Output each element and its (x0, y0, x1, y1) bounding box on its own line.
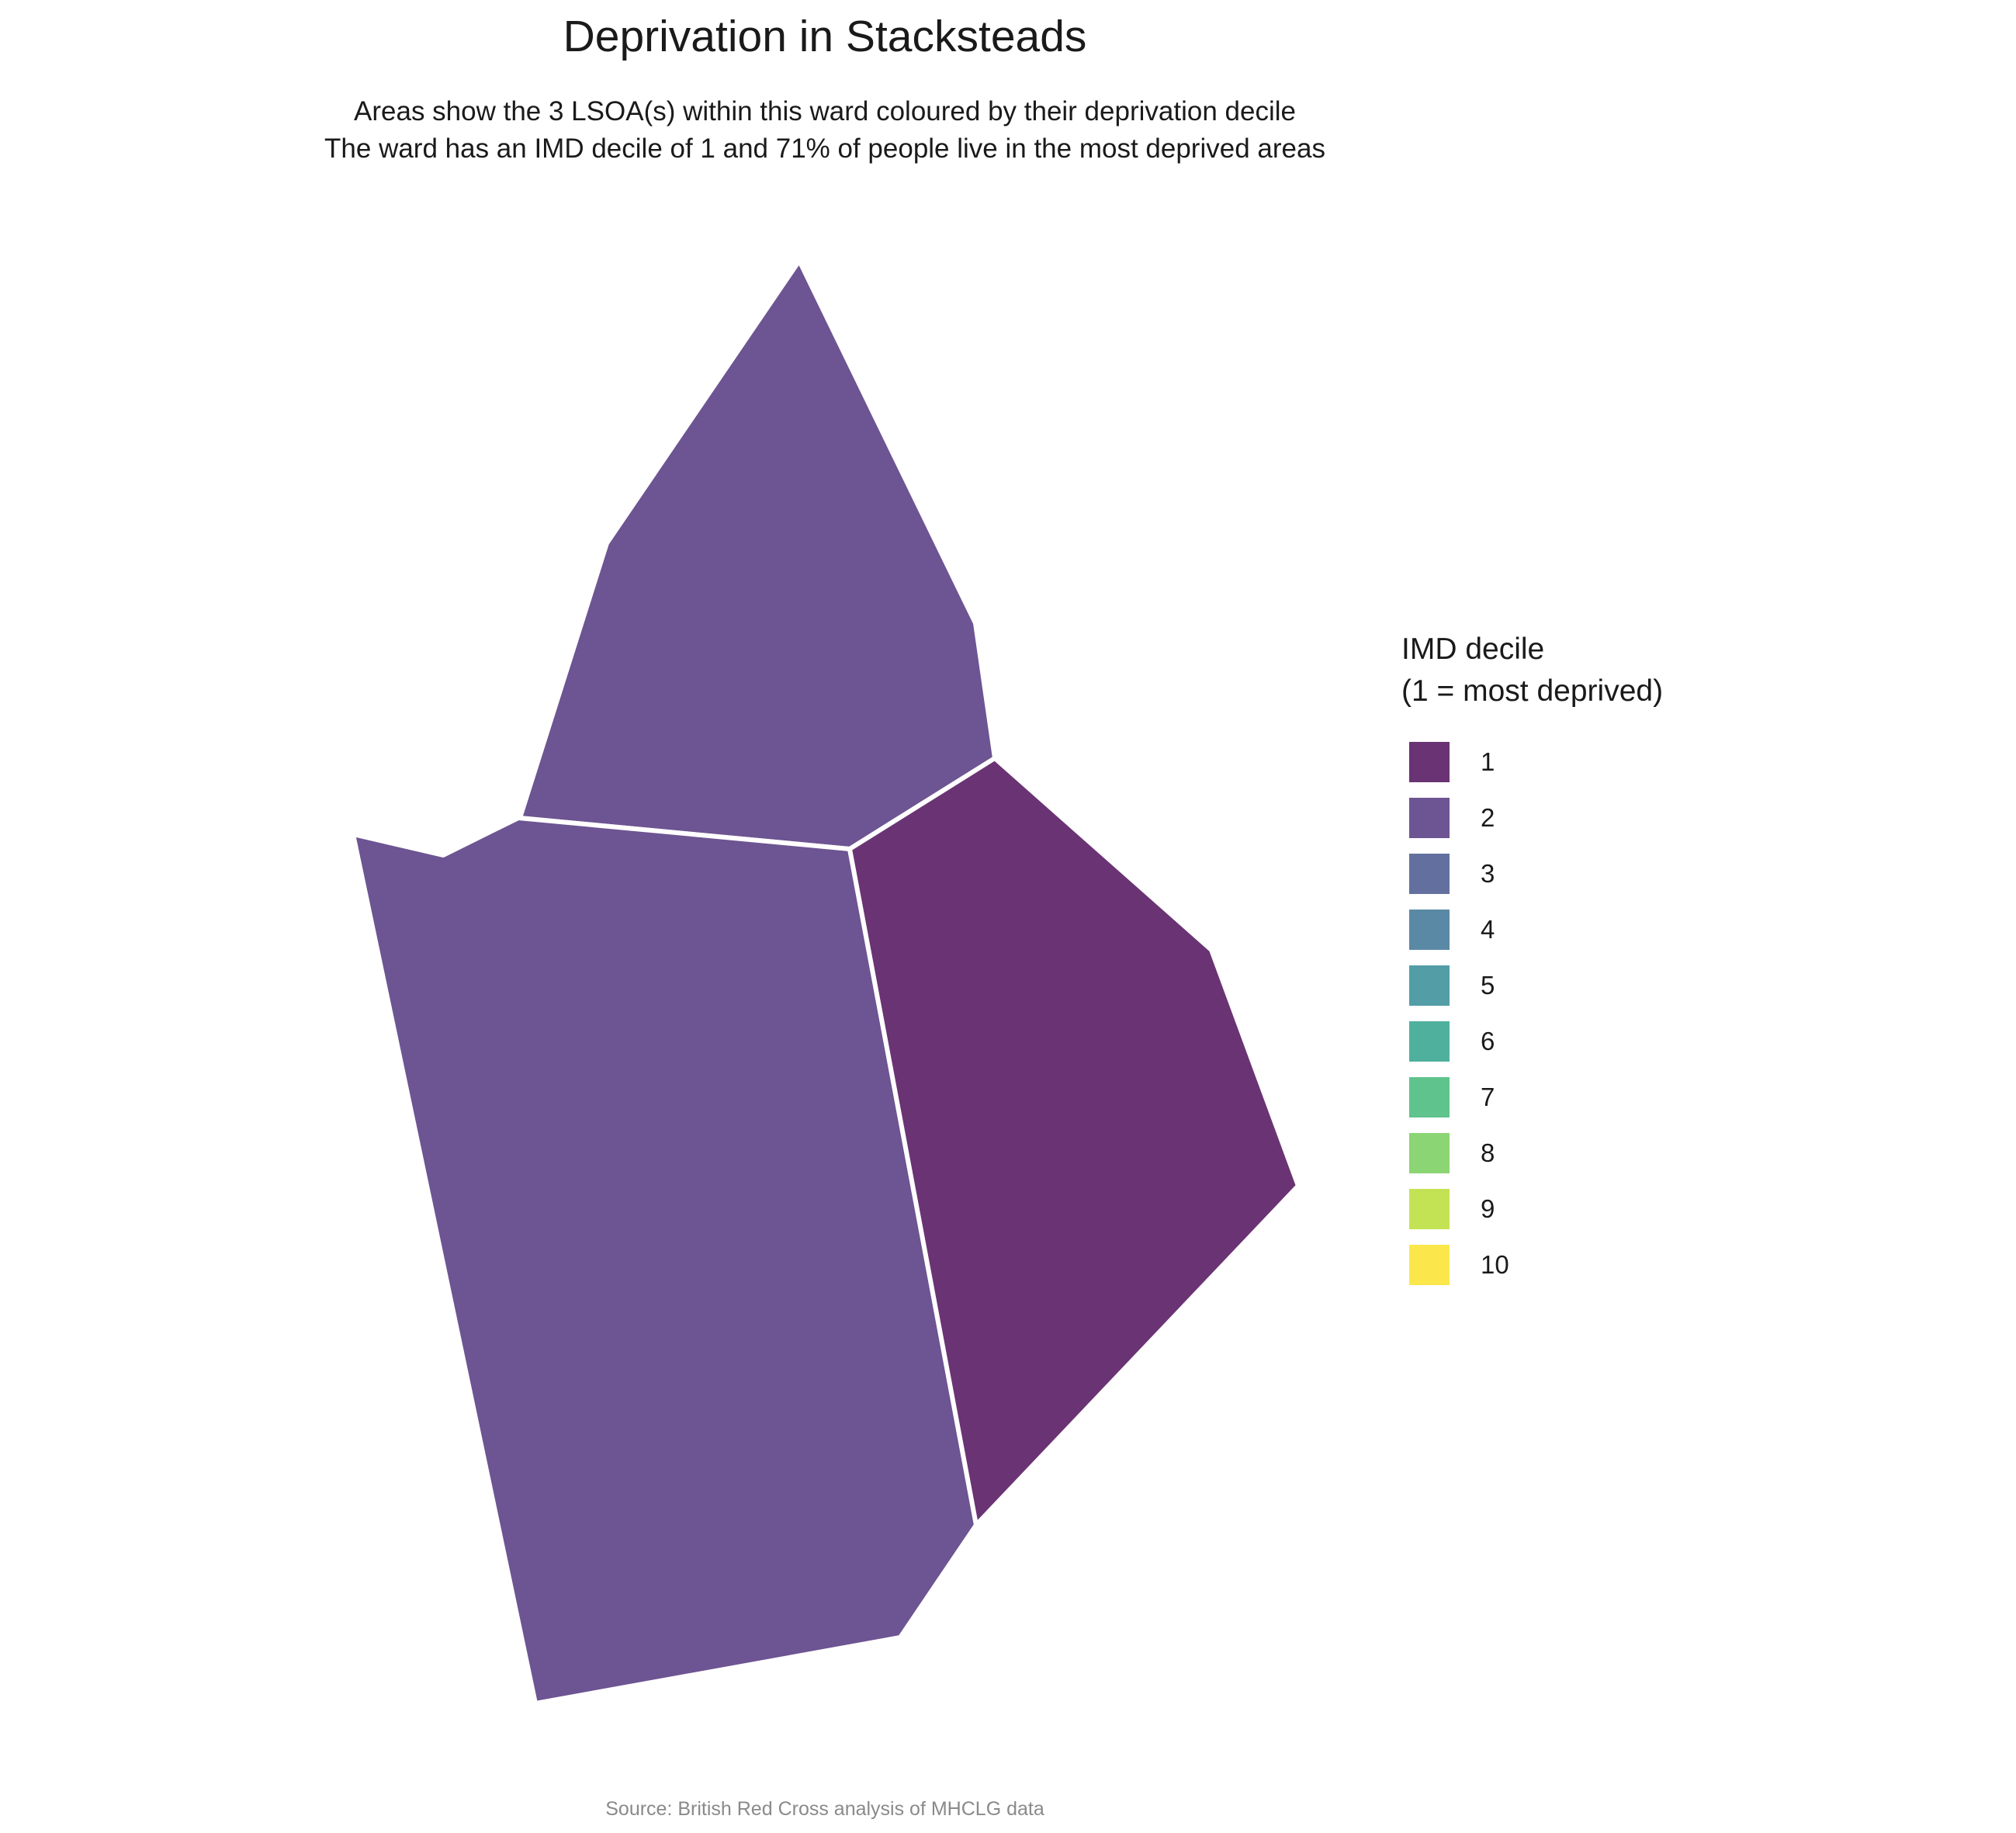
chart-subtitle: Areas show the 3 LSOA(s) within this war… (0, 93, 1650, 168)
legend-item-8: 8 (1401, 1125, 1663, 1181)
legend-label-6: 6 (1481, 1027, 1495, 1055)
lsoa-area-north[interactable] (518, 258, 997, 851)
legend-label-4: 4 (1481, 915, 1495, 944)
legend-item-2: 2 (1401, 790, 1663, 846)
legend-swatch-5 (1409, 965, 1450, 1006)
legend-item-7: 7 (1401, 1069, 1663, 1125)
lsoa-area-east[interactable] (847, 756, 1301, 1527)
legend-swatch-2 (1409, 798, 1450, 838)
legend-items: 1 2 3 4 5 6 7 8 9 10 (1401, 734, 1663, 1293)
legend-item-6: 6 (1401, 1014, 1663, 1069)
legend-label-1: 1 (1481, 747, 1495, 776)
legend-label-9: 9 (1481, 1194, 1495, 1223)
legend-swatch-9 (1409, 1189, 1450, 1229)
legend-title: IMD decile (1 = most deprived) (1401, 629, 1663, 712)
legend-item-10: 10 (1401, 1237, 1663, 1293)
legend-swatch-6 (1409, 1021, 1450, 1062)
legend-label-5: 5 (1481, 971, 1495, 1000)
chart-title: Deprivation in Stacksteads (563, 12, 1087, 61)
legend-item-5: 5 (1401, 958, 1663, 1014)
legend-swatch-10 (1409, 1245, 1450, 1285)
legend-item-3: 3 (1401, 846, 1663, 902)
legend-swatch-1 (1409, 742, 1450, 782)
legend-swatch-7 (1409, 1077, 1450, 1117)
legend-label-3: 3 (1481, 859, 1495, 888)
legend-swatch-8 (1409, 1133, 1450, 1173)
legend-item-1: 1 (1401, 734, 1663, 790)
legend-title-line-2: (1 = most deprived) (1401, 674, 1664, 708)
legend-label-2: 2 (1481, 803, 1495, 832)
source-caption: Source: British Red Cross analysis of MH… (605, 1798, 1044, 1820)
legend-item-4: 4 (1401, 902, 1663, 958)
legend-label-8: 8 (1481, 1138, 1495, 1167)
legend-swatch-4 (1409, 910, 1450, 950)
legend: IMD decile (1 = most deprived) 1 2 3 4 5 6 7 8 9… (1401, 629, 1663, 1293)
subtitle-line-2: The ward has an IMD decile of 1 and 71% … (324, 133, 1325, 164)
legend-swatch-3 (1409, 854, 1450, 894)
subtitle-line-1: Areas show the 3 LSOA(s) within this war… (354, 96, 1296, 126)
legend-title-line-1: IMD decile (1401, 632, 1545, 666)
legend-label-10: 10 (1481, 1250, 1509, 1279)
legend-label-7: 7 (1481, 1083, 1495, 1111)
legend-item-9: 9 (1401, 1181, 1663, 1237)
